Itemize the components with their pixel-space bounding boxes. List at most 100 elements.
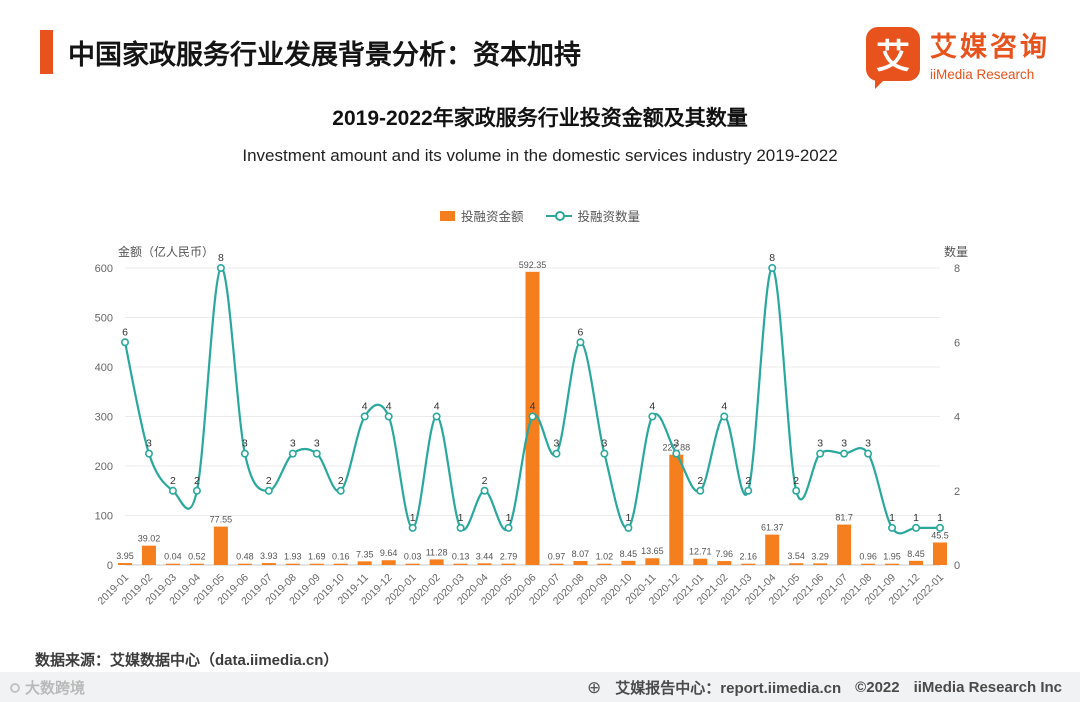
bar-value-label: 2.16 <box>739 552 757 562</box>
investment-bar[interactable] <box>165 563 180 565</box>
line-marker[interactable] <box>312 449 321 458</box>
investment-bar[interactable] <box>261 563 276 565</box>
line-marker[interactable] <box>288 449 297 458</box>
investment-bar[interactable] <box>597 563 612 565</box>
legend-label-count: 投融资数量 <box>577 210 641 224</box>
line-marker[interactable] <box>216 263 225 272</box>
bar-value-label: 0.13 <box>452 552 470 562</box>
investment-bar[interactable] <box>909 560 924 565</box>
bar-value-label: 3.95 <box>116 551 134 561</box>
investment-bar[interactable] <box>789 563 804 565</box>
investment-bar[interactable] <box>693 558 708 565</box>
investment-bar[interactable] <box>645 558 660 565</box>
line-marker[interactable] <box>240 449 249 458</box>
line-marker[interactable] <box>624 523 633 532</box>
line-value-label: 2 <box>793 475 799 487</box>
accent-bar <box>40 30 53 74</box>
bar-value-label: 3.93 <box>260 551 278 561</box>
investment-bar[interactable] <box>885 563 900 565</box>
line-marker[interactable] <box>336 486 345 495</box>
line-value-label: 3 <box>554 438 560 450</box>
investment-bar[interactable] <box>813 563 828 565</box>
legend-item-amount[interactable]: 投融资金额 <box>439 206 524 225</box>
line-value-label: 1 <box>625 512 631 524</box>
investment-bar[interactable] <box>118 563 132 565</box>
investment-bar[interactable] <box>309 563 324 565</box>
line-marker[interactable] <box>792 486 801 495</box>
line-value-label: 4 <box>649 401 655 413</box>
investment-bar[interactable] <box>741 563 756 565</box>
investment-bar[interactable] <box>141 545 156 565</box>
bar-value-label: 8.07 <box>572 549 590 559</box>
line-marker[interactable] <box>888 523 897 532</box>
line-value-label: 4 <box>721 401 727 413</box>
investment-bar[interactable] <box>381 560 396 565</box>
bar-value-label: 0.16 <box>332 552 350 562</box>
investment-bar[interactable] <box>333 563 348 565</box>
investment-bar[interactable] <box>453 563 468 565</box>
investment-bar[interactable] <box>837 524 852 565</box>
investment-bar[interactable] <box>717 561 732 565</box>
line-marker[interactable] <box>912 523 921 532</box>
line-marker[interactable] <box>408 523 417 532</box>
line-marker[interactable] <box>384 412 393 421</box>
line-marker[interactable] <box>528 412 537 421</box>
line-marker[interactable] <box>816 449 825 458</box>
line-marker[interactable] <box>432 412 441 421</box>
line-value-label: 3 <box>817 438 823 450</box>
line-value-label: 4 <box>434 401 440 413</box>
investment-bar[interactable] <box>549 563 564 565</box>
line-marker[interactable] <box>840 449 849 458</box>
investment-bar[interactable] <box>405 563 420 565</box>
investment-bar[interactable] <box>765 534 780 565</box>
line-value-label: 8 <box>218 252 224 264</box>
bar-value-label: 8.45 <box>907 549 925 559</box>
line-marker[interactable] <box>192 486 201 495</box>
investment-bar[interactable] <box>573 561 588 565</box>
investment-bar[interactable] <box>429 559 444 565</box>
line-marker[interactable] <box>456 523 465 532</box>
investment-bar[interactable] <box>357 561 372 565</box>
line-marker[interactable] <box>864 449 873 458</box>
investment-bar[interactable] <box>213 526 228 565</box>
investment-bar[interactable] <box>501 563 516 565</box>
investment-bar[interactable] <box>933 542 947 565</box>
investment-bar[interactable] <box>285 563 300 565</box>
report-center-icon: ⊕ <box>587 677 602 697</box>
bar-value-label: 13.65 <box>641 546 664 556</box>
line-value-label: 1 <box>889 512 895 524</box>
legend-item-count[interactable]: 投融资数量 <box>545 206 641 225</box>
investment-bar[interactable] <box>189 563 204 565</box>
line-marker[interactable] <box>768 263 777 272</box>
line-marker[interactable] <box>360 412 369 421</box>
line-marker[interactable] <box>696 486 705 495</box>
line-marker[interactable] <box>504 523 513 532</box>
line-marker[interactable] <box>144 449 153 458</box>
bar-value-label: 7.96 <box>715 549 733 559</box>
line-marker[interactable] <box>576 338 585 347</box>
line-marker[interactable] <box>672 449 681 458</box>
investment-bar[interactable] <box>237 563 252 565</box>
line-marker[interactable] <box>720 412 729 421</box>
line-marker[interactable] <box>552 449 561 458</box>
investment-bar[interactable] <box>669 454 684 565</box>
line-marker[interactable] <box>264 486 273 495</box>
line-marker[interactable] <box>744 486 753 495</box>
investment-bar[interactable] <box>477 563 492 565</box>
footer-company: iiMedia Research Inc <box>913 678 1062 696</box>
line-value-label: 6 <box>122 326 128 338</box>
line-marker[interactable] <box>168 486 177 495</box>
line-marker[interactable] <box>480 486 489 495</box>
line-marker[interactable] <box>600 449 609 458</box>
left-axis-tick: 0 <box>107 560 113 572</box>
header: 中国家政服务行业发展背景分析：资本加持 <box>40 30 581 74</box>
investment-bar[interactable] <box>861 563 876 565</box>
line-value-label: 1 <box>458 512 464 524</box>
line-value-label: 3 <box>865 438 871 450</box>
line-marker[interactable] <box>935 523 944 532</box>
line-marker[interactable] <box>648 412 657 421</box>
investment-bar[interactable] <box>621 560 636 565</box>
line-marker[interactable] <box>121 338 130 347</box>
line-value-label: 3 <box>314 438 320 450</box>
bar-value-label: 11.28 <box>426 547 448 557</box>
